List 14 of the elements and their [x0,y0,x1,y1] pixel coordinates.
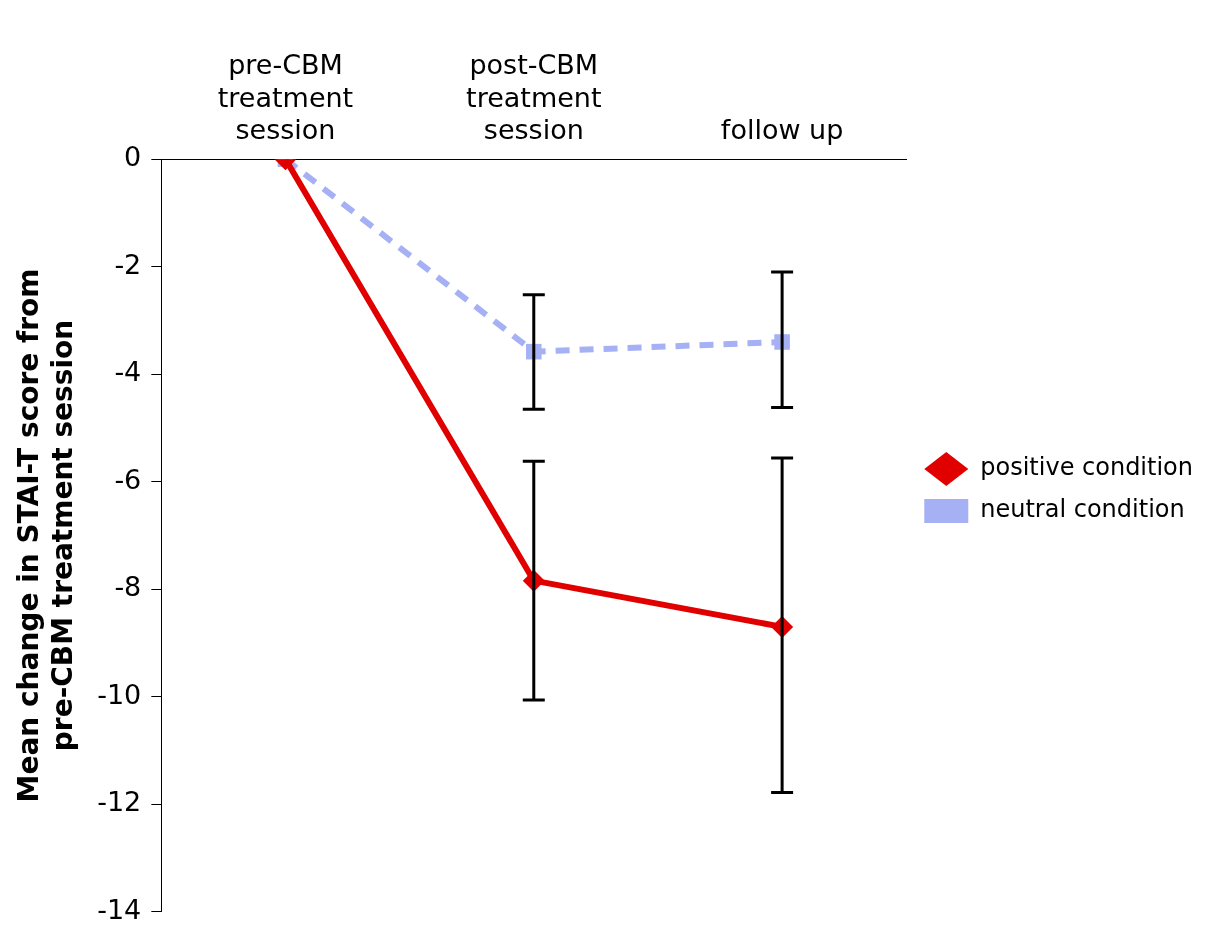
y-tick-label: -12 [97,786,142,818]
y-tick-label: -6 [114,463,142,495]
y-tick-label: 0 [124,141,142,173]
y-tick-label: -10 [97,678,142,710]
y-axis-title: Mean change in STAI-T score from pre-CBM treatment session [12,268,79,803]
legend-label: neutral condition [980,495,1185,524]
x-tick-label: follow up [720,114,844,146]
y-tick-label: -4 [114,356,142,388]
legend-label: positive condition [980,453,1193,482]
x-tick-label: pre-CBM treatment session [217,49,354,146]
y-tick-label: -8 [114,571,142,603]
y-tick-label: -14 [97,893,142,925]
x-tick-label: post-CBM treatment session [466,49,602,146]
y-tick-label: -2 [114,248,142,280]
